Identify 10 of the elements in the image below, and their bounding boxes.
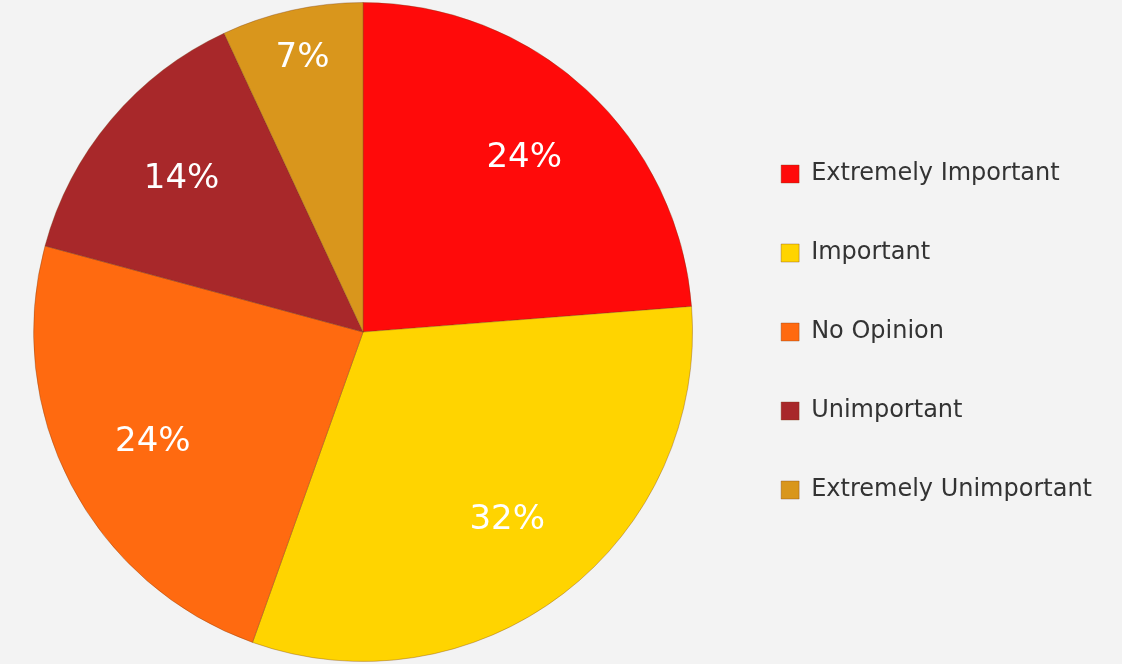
data-label: 14%	[143, 156, 220, 197]
legend-label: No Opinion	[811, 316, 944, 345]
data-label: 24%	[115, 418, 191, 459]
data-label: 7%	[275, 35, 330, 76]
data-label: 32%	[469, 497, 546, 538]
legend-label: Extremely Important	[811, 158, 1060, 187]
legend-label: Extremely Unimportant	[811, 474, 1092, 503]
legend-label: Unimportant	[811, 395, 963, 424]
legend-label: Important	[811, 237, 931, 266]
data-label: 24%	[486, 134, 562, 175]
